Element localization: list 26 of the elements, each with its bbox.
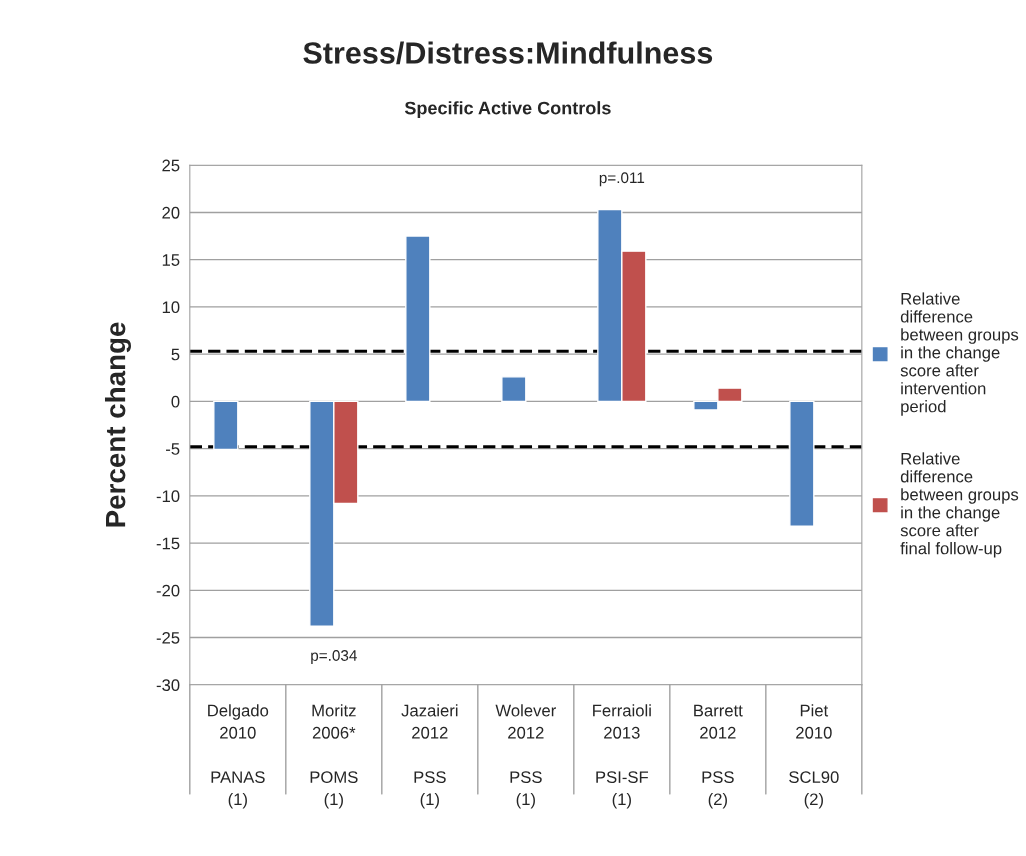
category-label: Moritz 2006* POMS (1) bbox=[310, 704, 358, 809]
annotation: p=.011 bbox=[599, 172, 645, 187]
y-tick-label: 0 bbox=[171, 395, 180, 408]
category-label: Piet 2010 SCL90 (2) bbox=[789, 704, 839, 809]
y-tick-label: -30 bbox=[156, 679, 180, 691]
legend-label: Relative difference between groups in the change score after intervention period bbox=[900, 292, 1019, 416]
y-tick-label: -15 bbox=[156, 537, 180, 550]
y-tick-label: 20 bbox=[162, 206, 180, 219]
y-tick-label: -10 bbox=[156, 490, 180, 503]
chart-subtitle: Specific Active Controls bbox=[404, 101, 611, 118]
y-tick-label: 15 bbox=[162, 254, 180, 266]
y-tick-label: 5 bbox=[171, 348, 180, 361]
y-tick-label: -20 bbox=[156, 584, 180, 597]
category-label: Wolever 2012 PSS (1) bbox=[495, 704, 556, 809]
category-label: Barrett 2012 PSS (2) bbox=[694, 704, 743, 809]
annotation: p=.034 bbox=[311, 650, 357, 664]
y-tick-label: 10 bbox=[162, 301, 180, 314]
y-tick-label: -25 bbox=[156, 631, 180, 644]
y-axis-title: Percent change bbox=[104, 322, 131, 527]
category-label: Jazaieri 2012 PSS (1) bbox=[401, 704, 458, 809]
y-tick-label: -5 bbox=[166, 443, 180, 455]
y-tick-label: 25 bbox=[162, 159, 180, 172]
legend-label: Relative difference between groups in the change score after final follow-up bbox=[900, 452, 1019, 558]
category-label: Ferraioli 2013 PSI-SF (1) bbox=[593, 704, 651, 809]
category-label: Delgado 2010 PANAS (1) bbox=[208, 704, 269, 809]
chart-title: Stress/Distress:Mindfulness bbox=[303, 41, 713, 65]
